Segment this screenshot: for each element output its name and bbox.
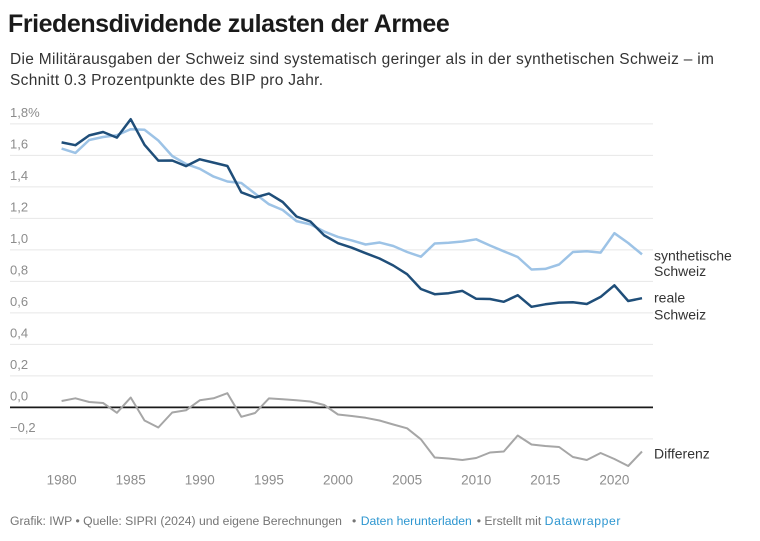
svg-text:Schweiz: Schweiz [654,263,706,279]
svg-text:−0,2: −0,2 [10,420,36,435]
svg-text:1,8%: 1,8% [10,105,40,120]
svg-text:0,8: 0,8 [10,263,28,278]
svg-text:0,0: 0,0 [10,389,28,404]
svg-text:0,2: 0,2 [10,357,28,372]
svg-text:1990: 1990 [185,473,215,488]
svg-text:2020: 2020 [599,473,629,488]
svg-text:synthetische: synthetische [654,248,732,264]
svg-text:0,6: 0,6 [10,294,28,309]
svg-text:2010: 2010 [461,473,491,488]
svg-text:1,6: 1,6 [10,137,28,152]
svg-text:2005: 2005 [392,473,422,488]
svg-text:1,4: 1,4 [10,168,28,183]
svg-text:1980: 1980 [47,473,77,488]
svg-text:1995: 1995 [254,473,284,488]
svg-text:2015: 2015 [530,473,560,488]
svg-text:1,0: 1,0 [10,231,28,246]
svg-text:0,4: 0,4 [10,326,28,341]
svg-text:Schweiz: Schweiz [654,307,706,323]
svg-text:reale: reale [654,290,685,306]
svg-text:2000: 2000 [323,473,353,488]
svg-text:1985: 1985 [116,473,146,488]
svg-text:1,2: 1,2 [10,200,28,215]
svg-text:Differenz: Differenz [654,446,710,462]
